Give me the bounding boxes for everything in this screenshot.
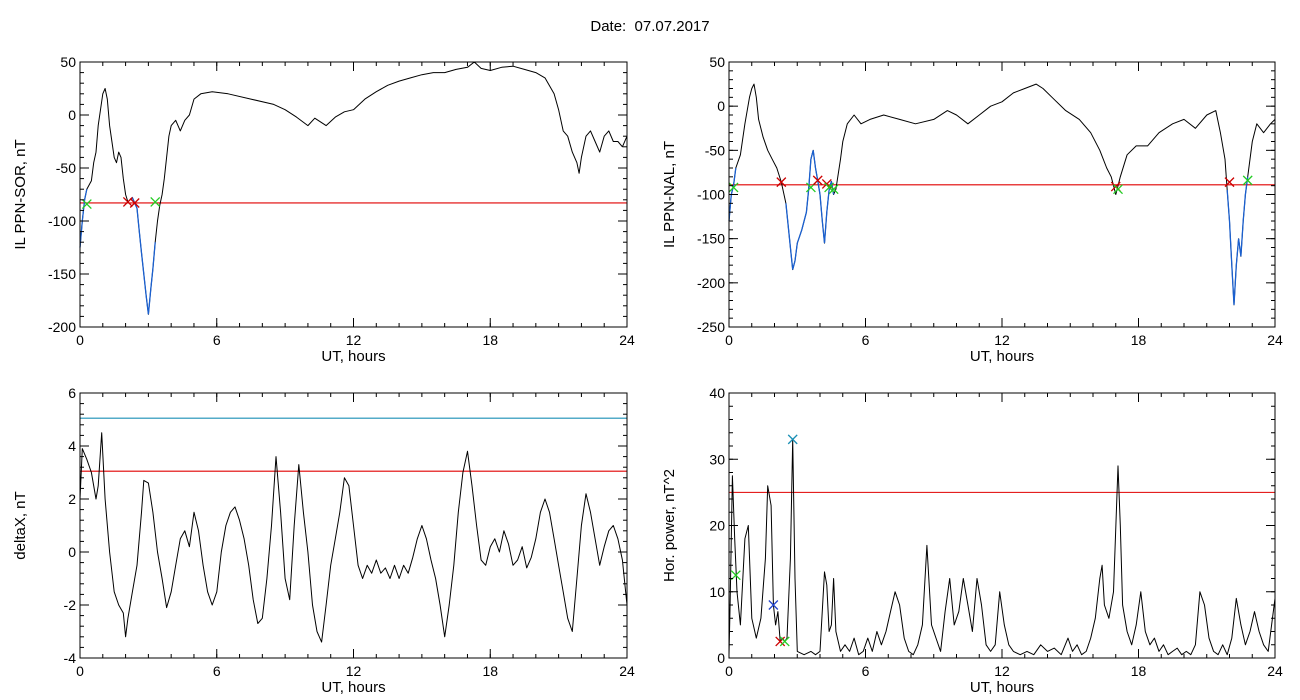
- x-tick-label: 12: [346, 332, 362, 348]
- x-tick-label: 18: [482, 332, 498, 348]
- series-line: [79, 432, 628, 643]
- event-marker: [768, 600, 779, 610]
- highlight-segment: [1226, 176, 1249, 305]
- series-line: [728, 83, 1276, 306]
- x-tick-label: 18: [1131, 332, 1147, 348]
- x-axis-label: UT, hours: [970, 348, 1034, 365]
- y-tick-label: 20: [709, 518, 725, 534]
- x-axis-label: UT, hours: [321, 348, 385, 365]
- panel-p1: 0 6 12 18 24 -200 -150 -100 -50 0 50 UT, hours IL PP…: [12, 54, 635, 365]
- y-tick-label: 40: [709, 385, 725, 401]
- highlight-segment: [129, 196, 156, 315]
- y-tick-label: -250: [697, 319, 725, 335]
- event-marker: [150, 196, 161, 207]
- event-marker: [1224, 177, 1235, 188]
- y-tick-label: -150: [697, 231, 725, 247]
- y-axis-label: IL PPN-SOR, nT: [12, 139, 29, 249]
- x-axis-label: UT, hours: [321, 679, 385, 696]
- x-tick-label: 6: [862, 332, 870, 348]
- series-line: [79, 61, 628, 315]
- y-tick-label: 0: [68, 544, 76, 560]
- x-tick-label: 24: [1267, 663, 1283, 679]
- page-title: Date: 07.07.2017: [590, 18, 710, 35]
- event-marker: [81, 199, 92, 209]
- y-tick-label: 10: [709, 584, 725, 600]
- x-tick-label: 6: [213, 663, 221, 679]
- x-axis-label: UT, hours: [970, 679, 1034, 696]
- x-tick-label: 6: [213, 332, 221, 348]
- x-tick-label: 12: [994, 663, 1010, 679]
- x-tick-label: 6: [862, 663, 870, 679]
- y-tick-label: -200: [697, 275, 725, 291]
- y-tick-label: -100: [48, 213, 76, 229]
- y-tick-label: -2: [64, 597, 77, 613]
- series-line: [728, 438, 1276, 656]
- event-marker: [812, 175, 823, 186]
- y-axis-label: IL PPN-NAL, nT: [661, 141, 678, 248]
- y-tick-label: 50: [709, 54, 725, 70]
- y-tick-label: 2: [68, 491, 76, 507]
- panel-p2: 0 6 12 18 24 -250 -200 -150 -100 -50 0 50 UT, hours I…: [661, 54, 1283, 365]
- event-marker: [728, 182, 739, 193]
- highlight-segment: [79, 189, 88, 248]
- y-tick-label: -100: [697, 187, 725, 203]
- y-axis-label: deltaX, nT: [12, 491, 29, 559]
- y-tick-label: -50: [705, 142, 725, 158]
- highlight-segment: [785, 150, 835, 270]
- x-tick-label: 0: [76, 332, 84, 348]
- event-marker: [779, 636, 790, 647]
- x-tick-label: 18: [482, 663, 498, 679]
- x-tick-label: 12: [994, 332, 1010, 348]
- x-tick-label: 24: [619, 663, 635, 679]
- event-marker: [775, 636, 786, 647]
- x-tick-label: 12: [346, 663, 362, 679]
- y-axis-label: Hor. power, nT^2: [661, 469, 678, 582]
- y-tick-label: 30: [709, 451, 725, 467]
- x-tick-label: 0: [725, 663, 733, 679]
- y-tick-label: -50: [56, 160, 76, 176]
- y-tick-label: -150: [48, 266, 76, 282]
- y-tick-label: 50: [60, 54, 76, 70]
- y-tick-label: 6: [68, 385, 76, 401]
- x-tick-label: 24: [619, 332, 635, 348]
- y-tick-label: -200: [48, 319, 76, 335]
- y-tick-label: 4: [68, 438, 76, 454]
- y-tick-label: 0: [717, 98, 725, 114]
- event-marker: [787, 434, 798, 445]
- panel-p4: 0 6 12 18 24 0 10 20 30 40 UT, hours Hor. power, nT…: [661, 385, 1283, 696]
- highlight-segment: [728, 167, 737, 222]
- event-marker: [1113, 184, 1123, 195]
- event-marker: [1242, 175, 1253, 186]
- x-tick-label: 24: [1267, 332, 1283, 348]
- x-tick-label: 0: [725, 332, 733, 348]
- event-marker: [776, 177, 787, 188]
- event-marker: [129, 198, 140, 208]
- y-tick-label: -4: [64, 650, 77, 666]
- x-tick-label: 18: [1131, 663, 1147, 679]
- y-tick-label: 0: [717, 650, 725, 666]
- event-marker: [828, 184, 839, 195]
- y-tick-label: 0: [68, 107, 76, 123]
- plot-frame: [728, 392, 1276, 659]
- x-tick-label: 0: [76, 663, 84, 679]
